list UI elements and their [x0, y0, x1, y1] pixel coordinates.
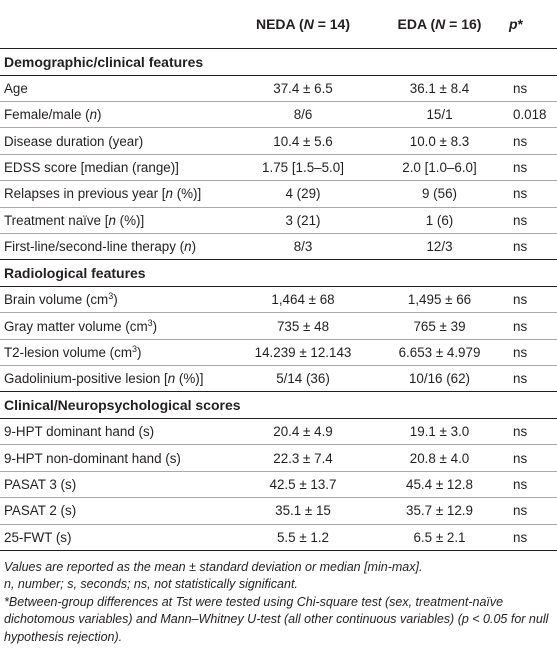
footnote-values: Values are reported as the mean ± standa… — [4, 560, 423, 575]
table-row: 25-FWT (s) 5.5 ± 1.2 6.5 ± 2.1 ns — [0, 523, 557, 552]
table-header-row: NEDA (N = 14) EDA (N = 16) p* — [0, 0, 557, 49]
p-value: ns — [505, 206, 557, 234]
p-value: ns — [505, 180, 557, 208]
neda-value: 1,464 ± 68 — [232, 285, 374, 313]
row-label: T2-lesion volume (cm3) — [0, 338, 232, 366]
section-title: Demographic/clinical features — [4, 53, 204, 70]
row-label: Age — [0, 74, 232, 102]
table-row: 9-HPT non-dominant hand (s) 22.3 ± 7.4 20.… — [0, 444, 557, 472]
characteristics-table: NEDA (N = 14) EDA (N = 16) p* Demographi… — [0, 0, 557, 552]
neda-value: 14.239 ± 12.143 — [232, 338, 374, 366]
table-body: Demographic/clinical features Age 37.4 ± 6… — [0, 49, 557, 552]
eda-value: 765 ± 39 — [374, 312, 505, 340]
eda-value: 12/3 — [374, 232, 505, 260]
eda-value: 10.0 ± 8.3 — [374, 127, 505, 155]
section-row: Clinical/Neuropsychological scores — [0, 391, 557, 419]
row-label: PASAT 3 (s) — [0, 470, 232, 498]
row-label: Female/male (n) — [0, 100, 232, 128]
row-label: Brain volume (cm3) — [0, 285, 232, 313]
neda-value: 8/3 — [232, 232, 374, 260]
footnote-tests: *Between-group differences at Tst were t… — [4, 594, 549, 644]
table-row: Treatment naïve [n (%)] 3 (21) 1 (6) ns — [0, 206, 557, 234]
p-value: ns — [505, 153, 557, 181]
p-value: ns — [505, 470, 557, 498]
header-eda: EDA (N = 16) — [374, 0, 505, 49]
neda-value: 4 (29) — [232, 180, 374, 208]
neda-value: 10.4 ± 5.6 — [232, 127, 374, 155]
neda-value: 22.3 ± 7.4 — [232, 444, 374, 472]
neda-value: 42.5 ± 13.7 — [232, 470, 374, 498]
table-row: Disease duration (year) 10.4 ± 5.6 10.0 ± … — [0, 127, 557, 155]
row-label: 9-HPT non-dominant hand (s) — [0, 444, 232, 472]
row-label: Relapses in previous year [n (%)] — [0, 180, 232, 208]
p-value: ns — [505, 418, 557, 445]
row-label: Gadolinium-positive lesion [n (%)] — [0, 365, 232, 392]
table-row: Brain volume (cm3) 1,464 ± 68 1,495 ± 66 ns — [0, 285, 557, 313]
neda-value: 5/14 (36) — [232, 365, 374, 392]
neda-value: 37.4 ± 6.5 — [232, 74, 374, 102]
section-row: Radiological features — [0, 259, 557, 287]
row-label: 25-FWT (s) — [0, 523, 232, 552]
row-label: 9-HPT dominant hand (s) — [0, 418, 232, 445]
table-row: PASAT 3 (s) 42.5 ± 13.7 45.4 ± 12.8 ns — [0, 470, 557, 498]
row-label: Treatment naïve [n (%)] — [0, 206, 232, 234]
row-label: First-line/second-line therapy (n) — [0, 232, 232, 260]
eda-value: 19.1 ± 3.0 — [374, 418, 505, 445]
p-value: ns — [505, 312, 557, 340]
table-row: Relapses in previous year [n (%)] 4 (29) 9… — [0, 180, 557, 208]
eda-value: 6.5 ± 2.1 — [374, 523, 505, 552]
footnote-abbreviations: n, number; s, seconds; ns, not statistic… — [4, 577, 298, 592]
p-value: ns — [505, 365, 557, 392]
p-value: ns — [505, 127, 557, 155]
table-row: 9-HPT dominant hand (s) 20.4 ± 4.9 19.1 ± … — [0, 418, 557, 445]
eda-value: 9 (56) — [374, 180, 505, 208]
eda-value: 1,495 ± 66 — [374, 285, 505, 313]
row-label: Disease duration (year) — [0, 127, 232, 155]
neda-value: 1.75 [1.5–5.0] — [232, 153, 374, 181]
eda-value: 15/1 — [374, 100, 505, 128]
neda-value: 3 (21) — [232, 206, 374, 234]
table-row: Age 37.4 ± 6.5 36.1 ± 8.4 ns — [0, 74, 557, 102]
table-row: First-line/second-line therapy (n) 8/3 12/… — [0, 232, 557, 260]
section-title: Clinical/Neuropsychological scores — [0, 391, 557, 419]
p-value: ns — [505, 74, 557, 102]
eda-value: 2.0 [1.0–6.0] — [374, 153, 505, 181]
eda-value: 6.653 ± 4.979 — [374, 338, 505, 366]
eda-value: 10/16 (62) — [374, 365, 505, 392]
p-value: ns — [505, 285, 557, 313]
table-row: Female/male (n) 8/6 15/1 0.018 — [0, 100, 557, 128]
table-row: Gadolinium-positive lesion [n (%)] 5/14 (… — [0, 365, 557, 392]
table-footnotes: Values are reported as the mean ± standa… — [0, 551, 557, 646]
neda-value: 8/6 — [232, 100, 374, 128]
table-row: PASAT 2 (s) 35.1 ± 15 35.7 ± 12.9 ns — [0, 497, 557, 525]
eda-value: 35.7 ± 12.9 — [374, 497, 505, 525]
neda-value: 5.5 ± 1.2 — [232, 523, 374, 552]
p-value: ns — [505, 523, 557, 552]
table-row: EDSS score [median (range)] 1.75 [1.5–5.0… — [0, 153, 557, 181]
header-neda: NEDA (N = 14) — [232, 0, 374, 49]
row-label: Gray matter volume (cm3) — [0, 312, 232, 340]
header-blank — [0, 0, 232, 49]
p-value: ns — [505, 497, 557, 525]
row-label: EDSS score [median (range)] — [0, 153, 232, 181]
section-row: Demographic/clinical features — [0, 49, 557, 76]
section-title: Radiological features — [0, 259, 557, 287]
p-value: ns — [505, 232, 557, 260]
neda-value: 35.1 ± 15 — [232, 497, 374, 525]
header-p: p* — [505, 0, 557, 49]
neda-value: 735 ± 48 — [232, 312, 374, 340]
eda-value: 36.1 ± 8.4 — [374, 74, 505, 102]
p-value: ns — [505, 338, 557, 366]
table-row: Gray matter volume (cm3) 735 ± 48 765 ± 39… — [0, 312, 557, 340]
eda-value: 45.4 ± 12.8 — [374, 470, 505, 498]
p-value: ns — [505, 444, 557, 472]
eda-value: 1 (6) — [374, 206, 505, 234]
p-value: 0.018 — [505, 100, 557, 128]
table-row: T2-lesion volume (cm3) 14.239 ± 12.143 6.6… — [0, 338, 557, 366]
eda-value: 20.8 ± 4.0 — [374, 444, 505, 472]
row-label: PASAT 2 (s) — [0, 497, 232, 525]
neda-value: 20.4 ± 4.9 — [232, 418, 374, 445]
